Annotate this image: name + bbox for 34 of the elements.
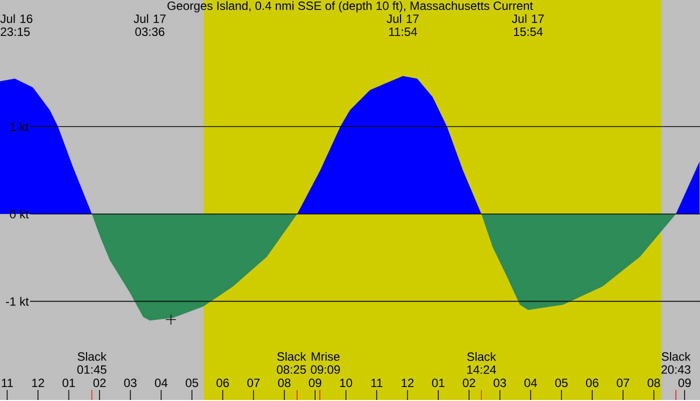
x-tick-label: 06	[586, 378, 598, 388]
x-tick-label: 05	[186, 378, 198, 388]
x-tick-label: 08	[278, 378, 290, 388]
annotation: Jul 17 03:36	[134, 14, 166, 36]
x-tick-label: 09	[308, 378, 322, 388]
annotation: Slack 14:24	[467, 352, 496, 374]
x-tick-label: 12	[402, 378, 414, 388]
x-tick-label: 02	[462, 378, 476, 388]
x-tick-label: 11	[2, 379, 13, 388]
x-tick-label: 01	[62, 378, 75, 388]
x-tick-label: 02	[93, 378, 106, 388]
x-tick-label: 03	[124, 378, 137, 388]
x-tick-label: 07	[616, 378, 630, 388]
annotation: Jul 16 23:15	[0, 14, 32, 36]
y-tick-label: 1 kt	[10, 122, 29, 132]
y-tick-label: -1 kt	[6, 297, 29, 306]
annotation: Slack 20:43	[661, 352, 691, 374]
x-tick-label: 11	[371, 379, 382, 388]
annotation: Jul 17 11:54	[386, 14, 419, 36]
annotation: Mrise 09:09	[310, 352, 340, 374]
x-tick-label: 10	[340, 378, 352, 388]
x-tick-label: 04	[154, 378, 168, 388]
x-tick-label: 12	[32, 378, 44, 388]
annotation: Slack 01:45	[77, 352, 107, 374]
annotation: Slack 08:25	[276, 352, 306, 374]
x-tick-label: 06	[216, 378, 229, 388]
x-tick-label: 04	[524, 378, 537, 388]
x-tick-label: 05	[555, 378, 568, 388]
x-tick-label: 09	[678, 378, 691, 388]
x-tick-label: 03	[494, 378, 506, 388]
x-tick-label: 08	[648, 378, 660, 388]
x-tick-label: 01	[432, 378, 444, 388]
annotation: Jul 17 15:54	[512, 14, 544, 36]
x-tick-label: 07	[247, 378, 260, 388]
